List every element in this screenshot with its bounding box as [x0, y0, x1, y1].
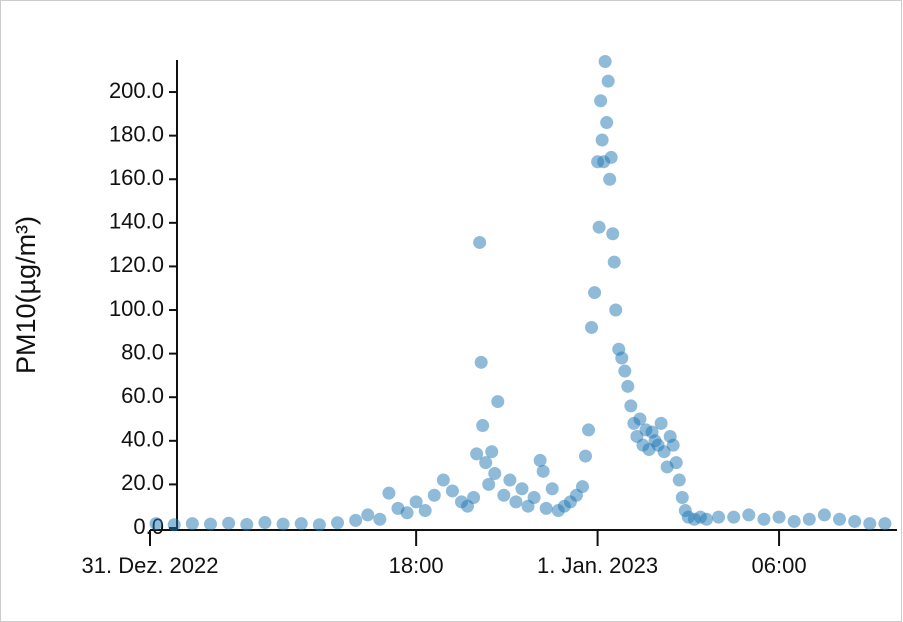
x-tick-label: 06:00 — [752, 553, 807, 578]
point — [470, 447, 484, 461]
point — [607, 255, 621, 269]
x-tick-label: 1. Jan. 2023 — [537, 553, 658, 578]
point — [621, 379, 635, 393]
point — [240, 518, 254, 532]
y-tick-label: 180.0 — [109, 121, 164, 146]
point — [539, 501, 553, 515]
point — [609, 303, 623, 317]
point — [382, 486, 396, 500]
point — [479, 456, 493, 470]
point — [545, 482, 559, 496]
point — [467, 490, 481, 504]
point — [497, 488, 511, 502]
point — [149, 517, 163, 531]
point — [331, 516, 345, 530]
point — [585, 320, 599, 334]
point — [624, 399, 638, 413]
y-tick-label: 140.0 — [109, 209, 164, 234]
point — [675, 490, 689, 504]
point — [436, 473, 450, 487]
point — [666, 438, 680, 452]
point — [618, 364, 632, 378]
point — [294, 517, 308, 531]
point — [185, 517, 199, 531]
point — [592, 220, 606, 234]
point — [578, 449, 592, 463]
point — [312, 518, 326, 532]
point — [863, 517, 877, 531]
point — [742, 508, 756, 522]
point — [606, 227, 620, 241]
point — [654, 416, 668, 430]
point — [772, 510, 786, 524]
point — [536, 464, 550, 478]
point — [276, 517, 290, 531]
y-tick-label: 100.0 — [109, 296, 164, 321]
point — [598, 55, 612, 69]
point — [349, 513, 363, 527]
point — [373, 512, 387, 526]
point — [727, 510, 741, 524]
point — [488, 467, 502, 481]
point — [515, 482, 529, 496]
point — [476, 419, 490, 433]
point — [712, 510, 726, 524]
point — [833, 512, 847, 526]
point — [527, 490, 541, 504]
point — [600, 116, 614, 130]
point — [361, 508, 375, 522]
point — [594, 94, 608, 108]
point — [445, 484, 459, 498]
point — [167, 518, 181, 532]
y-tick-label: 120.0 — [109, 252, 164, 277]
point — [474, 355, 488, 369]
point — [878, 517, 892, 531]
point — [203, 517, 217, 531]
x-tick-label: 31. Dez. 2022 — [82, 553, 219, 578]
point — [601, 74, 615, 88]
point — [669, 456, 683, 470]
point — [575, 480, 589, 494]
point — [657, 445, 671, 459]
point — [604, 150, 618, 164]
point — [409, 495, 423, 509]
y-axis-label: PM10(µg/m³) — [11, 216, 41, 374]
point — [427, 488, 441, 502]
point — [418, 504, 432, 518]
y-tick-label: 200.0 — [109, 78, 164, 103]
point — [848, 514, 862, 528]
point — [595, 133, 609, 147]
point — [482, 477, 496, 491]
point — [222, 516, 236, 530]
point — [533, 453, 547, 467]
y-tick-label: 40.0 — [121, 427, 164, 452]
point — [588, 286, 602, 300]
point — [787, 514, 801, 528]
point — [615, 351, 629, 365]
x-tick-label: 18:00 — [389, 553, 444, 578]
point — [509, 495, 523, 509]
y-tick-label: 60.0 — [121, 383, 164, 408]
point — [757, 512, 771, 526]
point — [258, 516, 272, 530]
point — [503, 473, 517, 487]
point — [485, 445, 499, 459]
point — [491, 395, 505, 409]
point — [603, 172, 617, 186]
point — [699, 512, 713, 526]
point — [473, 235, 487, 249]
point — [672, 473, 686, 487]
y-tick-label: 80.0 — [121, 339, 164, 364]
point — [582, 423, 596, 437]
point — [400, 506, 414, 520]
y-tick-label: 160.0 — [109, 165, 164, 190]
point — [633, 412, 647, 426]
y-tick-label: 20.0 — [121, 470, 164, 495]
point — [802, 512, 816, 526]
point — [817, 508, 831, 522]
